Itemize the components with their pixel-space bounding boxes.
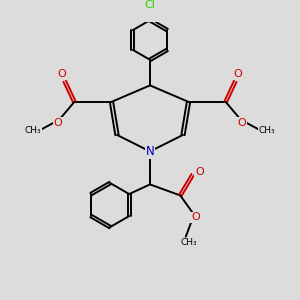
Text: O: O	[238, 118, 247, 128]
Text: O: O	[53, 118, 62, 128]
Text: N: N	[146, 145, 154, 158]
Text: O: O	[234, 69, 242, 79]
Text: O: O	[191, 212, 200, 222]
Text: CH₃: CH₃	[180, 238, 197, 247]
Text: O: O	[58, 69, 66, 79]
Text: Cl: Cl	[145, 0, 155, 10]
Text: CH₃: CH₃	[25, 126, 41, 135]
Text: CH₃: CH₃	[259, 126, 275, 135]
Text: O: O	[195, 167, 204, 177]
